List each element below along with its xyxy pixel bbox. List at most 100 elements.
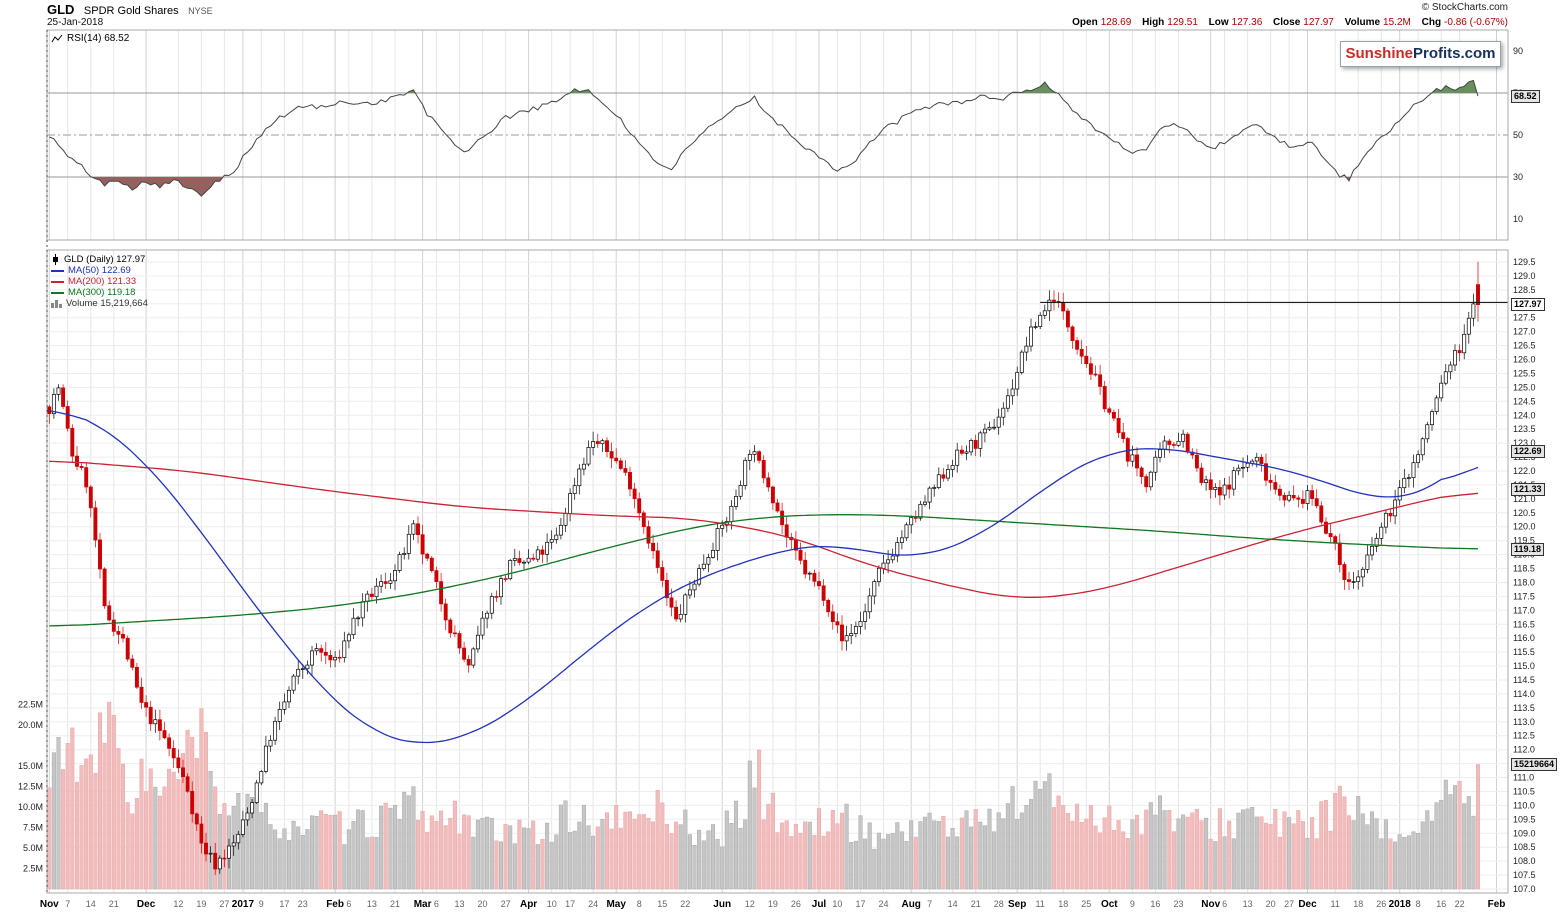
security-name: SPDR Gold Shares xyxy=(83,5,179,17)
svg-text:24: 24 xyxy=(878,899,888,909)
svg-text:28: 28 xyxy=(994,899,1004,909)
svg-text:116.5: 116.5 xyxy=(1513,619,1535,629)
svg-text:Mar: Mar xyxy=(414,899,432,910)
svg-text:10: 10 xyxy=(832,899,842,909)
svg-text:18: 18 xyxy=(1058,899,1068,909)
svg-text:May: May xyxy=(606,899,626,910)
high-value: 129.51 xyxy=(1167,17,1198,28)
low-value: 127.36 xyxy=(1231,17,1263,28)
svg-text:12.5M: 12.5M xyxy=(18,782,43,792)
svg-text:117.5: 117.5 xyxy=(1513,591,1535,601)
moving-average-lines xyxy=(49,410,1479,744)
legend-ma50-label: MA(50) 122.69 xyxy=(68,265,131,276)
svg-text:27: 27 xyxy=(501,899,511,909)
svg-text:Sep: Sep xyxy=(1008,899,1026,910)
svg-text:10.0M: 10.0M xyxy=(18,802,43,812)
svg-text:126.0: 126.0 xyxy=(1513,355,1536,365)
svg-text:Apr: Apr xyxy=(520,899,537,910)
svg-text:9: 9 xyxy=(259,899,264,909)
legend-ma300-label: MA(300) 119.18 xyxy=(68,287,136,298)
svg-text:17: 17 xyxy=(279,899,289,909)
svg-text:121.0: 121.0 xyxy=(1513,494,1536,504)
svg-text:15: 15 xyxy=(657,899,667,909)
svg-text:11: 11 xyxy=(1036,899,1045,909)
svg-text:7.5M: 7.5M xyxy=(23,823,43,833)
ma300-swatch xyxy=(51,291,64,294)
svg-text:2.5M: 2.5M xyxy=(23,864,43,874)
svg-text:111.0: 111.0 xyxy=(1513,773,1534,783)
svg-text:7: 7 xyxy=(927,899,932,909)
svg-text:17: 17 xyxy=(565,899,575,909)
svg-text:113.0: 113.0 xyxy=(1513,717,1535,727)
svg-text:Aug: Aug xyxy=(901,899,920,910)
svg-text:20.0M: 20.0M xyxy=(18,720,43,730)
svg-text:129.0: 129.0 xyxy=(1513,271,1536,281)
svg-text:120.5: 120.5 xyxy=(1513,508,1536,518)
svg-text:114.0: 114.0 xyxy=(1513,689,1535,699)
logo-profits-text: Profits.com xyxy=(1413,45,1496,62)
svg-text:124.5: 124.5 xyxy=(1513,396,1536,406)
chg-value: -0.86 (-0.67%) xyxy=(1444,17,1508,28)
svg-text:120.0: 120.0 xyxy=(1513,522,1536,532)
svg-text:27: 27 xyxy=(219,899,229,909)
high-label: High xyxy=(1142,17,1165,28)
svg-text:13: 13 xyxy=(367,899,377,909)
svg-text:109.0: 109.0 xyxy=(1513,828,1536,838)
svg-text:Dec: Dec xyxy=(1298,899,1317,910)
svg-text:119.5: 119.5 xyxy=(1513,536,1535,546)
rsi-indicator-icon xyxy=(51,34,63,42)
svg-text:118.5: 118.5 xyxy=(1513,564,1535,574)
svg-text:50: 50 xyxy=(1513,130,1523,140)
svg-text:8: 8 xyxy=(1416,899,1421,909)
svg-text:26: 26 xyxy=(791,899,801,909)
svg-text:124.0: 124.0 xyxy=(1513,410,1536,420)
legend-ma200-label: MA(200) 121.33 xyxy=(68,276,137,287)
svg-text:14: 14 xyxy=(948,899,958,909)
svg-text:22.5M: 22.5M xyxy=(18,700,43,710)
close-value: 127.97 xyxy=(1303,17,1334,28)
svg-text:10: 10 xyxy=(1513,214,1523,224)
svg-text:17: 17 xyxy=(855,899,865,909)
svg-text:128.5: 128.5 xyxy=(1513,285,1536,295)
svg-text:16: 16 xyxy=(1150,899,1160,909)
volume-value: 15.2M xyxy=(1383,17,1411,28)
legend-price-row: GLD (Daily) 127.97 xyxy=(51,254,148,265)
chg-label: Chg xyxy=(1421,17,1442,28)
svg-text:27: 27 xyxy=(1284,899,1294,909)
open-label: Open xyxy=(1072,17,1098,28)
rsi-legend: RSI(14) 68.52 xyxy=(51,33,129,44)
volume-bars xyxy=(47,701,1480,890)
svg-text:127.5: 127.5 xyxy=(1513,313,1536,323)
ticker-symbol: GLD xyxy=(47,2,75,17)
volume-value-badge: 15219664 xyxy=(1511,757,1558,771)
close-label: Close xyxy=(1273,17,1301,28)
svg-text:107.5: 107.5 xyxy=(1513,870,1536,880)
svg-text:2018: 2018 xyxy=(1389,899,1412,910)
svg-text:13: 13 xyxy=(1243,899,1253,909)
svg-text:117.0: 117.0 xyxy=(1513,605,1535,615)
legend-ma50-row: MA(50) 122.69 xyxy=(51,265,148,276)
svg-text:Dec: Dec xyxy=(137,899,156,910)
logo-sunshine-text: Sunshine xyxy=(1345,45,1413,62)
ma50-swatch xyxy=(51,269,64,272)
legend-price-label: GLD (Daily) 127.97 xyxy=(64,254,146,265)
svg-text:6: 6 xyxy=(1222,899,1227,909)
chart-header: GLD SPDR Gold Shares NYSE 25-Jan-2018 © … xyxy=(0,0,1565,30)
svg-text:19: 19 xyxy=(768,899,778,909)
candlesticks xyxy=(47,261,1480,875)
svg-text:123.5: 123.5 xyxy=(1513,424,1536,434)
svg-text:118.0: 118.0 xyxy=(1513,578,1535,588)
svg-text:30: 30 xyxy=(1513,172,1523,182)
svg-text:112.0: 112.0 xyxy=(1513,745,1535,755)
svg-text:127.0: 127.0 xyxy=(1513,327,1536,337)
svg-text:12: 12 xyxy=(173,899,183,909)
legend-ma300-row: MA(300) 119.18 xyxy=(51,287,148,298)
svg-text:19: 19 xyxy=(196,899,206,909)
sunshineprofits-logo: SunshineProfits.com xyxy=(1340,41,1501,67)
svg-text:6: 6 xyxy=(346,899,351,909)
svg-text:21: 21 xyxy=(971,899,981,909)
svg-text:110.0: 110.0 xyxy=(1513,800,1535,810)
svg-text:109.5: 109.5 xyxy=(1513,814,1536,824)
svg-text:22: 22 xyxy=(1455,899,1465,909)
